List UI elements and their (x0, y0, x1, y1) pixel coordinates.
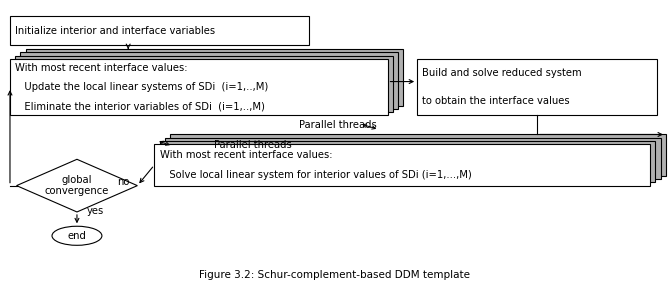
Text: With most recent interface values:: With most recent interface values: (15, 63, 188, 73)
Bar (170, 135, 666, 176)
Text: no: no (117, 177, 129, 187)
Bar (25, 49, 403, 106)
Bar (21, 53, 398, 109)
Bar (10, 16, 309, 45)
Text: Figure 3.2: Schur-complement-based DDM template: Figure 3.2: Schur-complement-based DDM t… (200, 270, 470, 280)
Bar (165, 138, 661, 179)
Text: Build and solve reduced system: Build and solve reduced system (422, 68, 582, 78)
Text: Parallel threads: Parallel threads (299, 120, 377, 130)
Bar (154, 144, 650, 186)
Text: global
convergence: global convergence (45, 175, 109, 196)
Text: end: end (68, 231, 86, 241)
Text: Parallel threads: Parallel threads (214, 140, 291, 150)
Text: Solve local linear system for interior values of SDi (i=1,...,M): Solve local linear system for interior v… (159, 170, 472, 180)
Bar (417, 59, 657, 115)
Polygon shape (17, 159, 137, 212)
Text: With most recent interface values:: With most recent interface values: (159, 150, 332, 160)
Bar (15, 56, 393, 112)
Text: Initialize interior and interface variables: Initialize interior and interface variab… (15, 26, 215, 36)
Text: yes: yes (87, 206, 104, 216)
Bar (10, 59, 387, 115)
Bar (159, 141, 655, 182)
Circle shape (52, 226, 102, 245)
Text: Update the local linear systems of SDi  (i=1,..,M): Update the local linear systems of SDi (… (15, 82, 269, 92)
Text: to obtain the interface values: to obtain the interface values (422, 96, 570, 106)
Text: Eliminate the interior variables of SDi  (i=1,..,M): Eliminate the interior variables of SDi … (15, 101, 265, 111)
